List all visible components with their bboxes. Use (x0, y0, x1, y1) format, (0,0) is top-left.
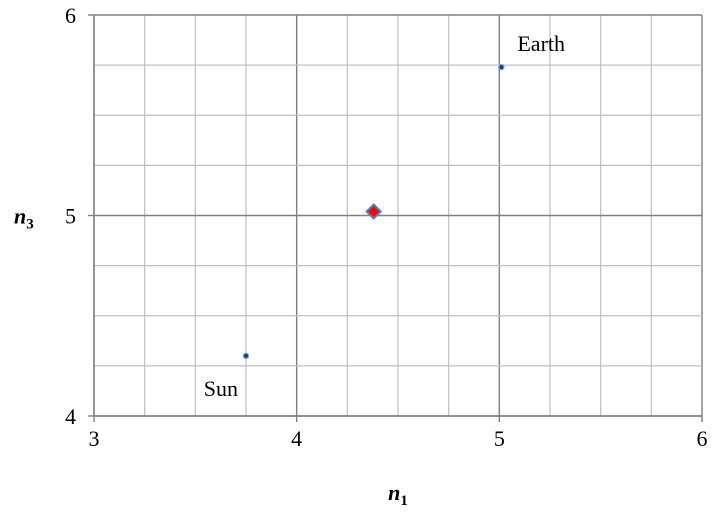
x-axis-label-subscript: 1 (400, 493, 408, 509)
earth-point (498, 63, 505, 71)
red-diamond-point (365, 203, 383, 220)
grid (93, 14, 703, 417)
data-points (242, 63, 505, 360)
sun-point (242, 352, 250, 360)
x-tick-label: 4 (291, 426, 302, 451)
y-tick-label: 6 (65, 3, 76, 28)
y-axis-label: n3 (14, 204, 34, 233)
x-tick-label: 3 (89, 426, 100, 451)
y-axis-label-base: n (14, 204, 26, 229)
x-tick-label: 6 (697, 426, 708, 451)
annotations: Sun Earth (204, 31, 565, 401)
y-tick-label: 5 (65, 204, 76, 229)
x-tick-label: 5 (494, 426, 505, 451)
x-axis-label-base: n (388, 480, 400, 505)
x-axis-label: n1 (388, 480, 408, 509)
earth-annotation: Earth (517, 31, 565, 56)
axes (88, 14, 703, 422)
y-axis-label-subscript: 3 (26, 217, 34, 233)
sun-annotation: Sun (204, 376, 238, 401)
y-tick-label: 4 (65, 404, 76, 429)
